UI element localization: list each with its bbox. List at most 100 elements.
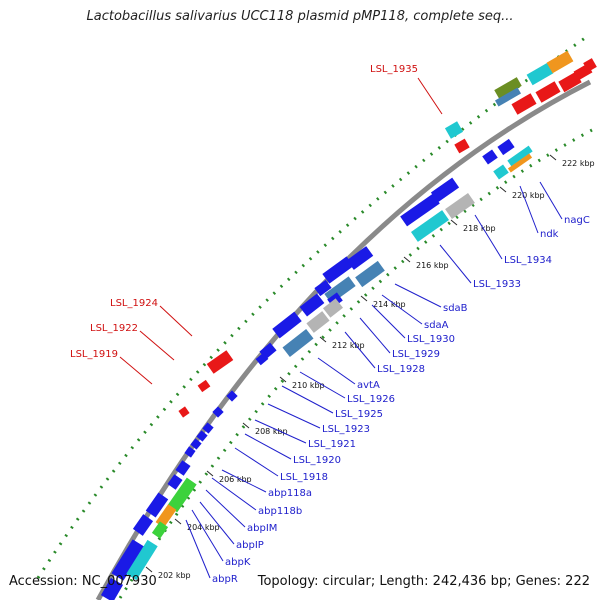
cds-feature-5: [511, 93, 537, 115]
label-leader-LSL_1935: [417, 77, 443, 115]
gene-label-abpIP: abpIP: [236, 540, 264, 551]
cds-feature-6: [535, 81, 561, 103]
cds-feature-18: [410, 210, 450, 242]
label-leader-sdaA: [381, 294, 423, 325]
tick-mark-6: [360, 295, 368, 302]
cds-feature-12: [493, 164, 509, 180]
tick-label-6: 214 kbp: [373, 300, 406, 309]
cds-feature-39: [196, 430, 208, 442]
label-leader-LSL_1921: [254, 419, 307, 444]
cds-feature-35: [178, 406, 190, 418]
label-leader-LSL_1933: [439, 244, 472, 284]
gene-label-LSL_1926: LSL_1926: [347, 394, 395, 405]
cds-feature-1: [494, 87, 522, 107]
cds-feature-11: [482, 149, 498, 165]
tick-mark-5: [319, 336, 327, 343]
label-leader-LSL_1918: [234, 447, 279, 477]
label-leader-LSL_1925: [281, 385, 334, 414]
cds-feature-3: [546, 50, 574, 74]
gene-label-abpK: abpK: [225, 557, 251, 568]
label-leader-LSL_1934: [474, 214, 503, 260]
cds-feature-33: [206, 350, 234, 374]
label-leader-sdaB: [394, 283, 442, 308]
label-leader-LSL_1922: [139, 330, 175, 361]
cds-feature-14: [507, 153, 533, 173]
gene-label-abpR: abpR: [212, 574, 238, 585]
gene-label-LSL_1935: LSL_1935: [370, 64, 418, 75]
tick-mark-3: [242, 422, 250, 429]
label-leader-abpIM: [205, 489, 246, 528]
gene-label-LSL_1918: LSL_1918: [280, 472, 328, 483]
cds-feature-38: [202, 422, 214, 434]
label-leader-abp118b: [211, 477, 257, 511]
cds-feature-30: [323, 298, 343, 318]
tick-label-7: 216 kbp: [416, 261, 449, 270]
cds-feature-45: [132, 514, 154, 536]
cds-feature-10: [454, 138, 470, 154]
cds-feature-21: [346, 246, 374, 270]
tick-mark-7: [403, 256, 411, 263]
tick-label-0: 202 kbp: [158, 571, 191, 580]
tick-label-4: 210 kbp: [292, 381, 325, 390]
cds-feature-50: [126, 539, 158, 581]
accession-text: Accession: NC_007930: [9, 574, 157, 589]
cds-feature-15: [497, 138, 515, 156]
gene-label-sdaB: sdaB: [443, 303, 468, 314]
gene-label-abpIM: abpIM: [247, 523, 277, 534]
gene-label-LSL_1921: LSL_1921: [308, 439, 356, 450]
cds-feature-27: [299, 293, 325, 317]
cds-feature-8: [583, 58, 597, 72]
cds-feature-37: [212, 406, 224, 418]
gene-label-LSL_1934: LSL_1934: [504, 255, 552, 266]
gene-labels: nagC ndk LSL_1934 LSL_1933 sdaB sdaA LSL_1930 L…: [70, 64, 590, 585]
tick-mark-10: [549, 154, 557, 161]
gene-label-LSL_1933: LSL_1933: [473, 279, 521, 290]
cds-feature-46: [167, 477, 197, 513]
cds-feature-9: [444, 121, 464, 139]
gene-label-LSL_1925: LSL_1925: [335, 409, 383, 420]
tick-mark-8: [450, 219, 458, 226]
gene-label-LSL_1924: LSL_1924: [110, 298, 158, 309]
tick-mark-0: [145, 566, 153, 573]
tick-mark-9: [499, 186, 507, 193]
label-leader-LSL_1928: [344, 331, 376, 369]
tick-label-5: 212 kbp: [332, 341, 365, 350]
gene-label-nagC: nagC: [564, 215, 590, 226]
gene-label-abp118a: abp118a: [268, 488, 312, 499]
gene-label-LSL_1920: LSL_1920: [293, 455, 341, 466]
tick-label-10: 222 kbp: [562, 159, 595, 168]
label-leader-abp118a: [221, 469, 267, 493]
cds-feature-17: [430, 177, 460, 203]
label-leader-LSL_1924: [159, 305, 193, 337]
tick-label-1: 204 kbp: [187, 523, 220, 532]
gene-label-LSL_1919: LSL_1919: [70, 349, 118, 360]
cds-feature-7: [558, 71, 582, 93]
cds-feature-51: [100, 577, 124, 600]
feature-track: [100, 50, 597, 600]
label-leader-LSL_1923: [267, 403, 321, 429]
cds-feature-44: [145, 492, 169, 518]
gene-label-ndk: ndk: [540, 229, 559, 240]
gene-label-LSL_1928: LSL_1928: [377, 364, 425, 375]
cds-feature-32: [255, 352, 269, 366]
label-leader-LSL_1929: [359, 317, 391, 354]
cds-feature-28: [282, 329, 314, 357]
cds-feature-0: [494, 77, 522, 99]
cds-feature-26: [272, 311, 302, 339]
topology-summary: Topology: circular; Length: 242,436 bp; …: [257, 574, 590, 589]
cds-feature-42: [175, 460, 191, 476]
cds-feature-40: [190, 438, 202, 450]
gene-label-LSL_1930: LSL_1930: [407, 334, 455, 345]
kbp-ticks: 202 kbp 204 kbp 206 kbp 208 kbp 210 kbp 212 k…: [145, 154, 595, 580]
tick-label-8: 218 kbp: [463, 224, 496, 233]
cds-feature-36: [226, 390, 238, 402]
tick-label-2: 206 kbp: [219, 475, 252, 484]
gene-label-LSL_1929: LSL_1929: [392, 349, 440, 360]
gene-label-avtA: avtA: [357, 380, 380, 391]
cds-feature-19: [445, 193, 475, 219]
cds-feature-23: [355, 260, 385, 288]
cds-feature-16: [400, 193, 440, 227]
cds-feature-48: [151, 521, 169, 539]
